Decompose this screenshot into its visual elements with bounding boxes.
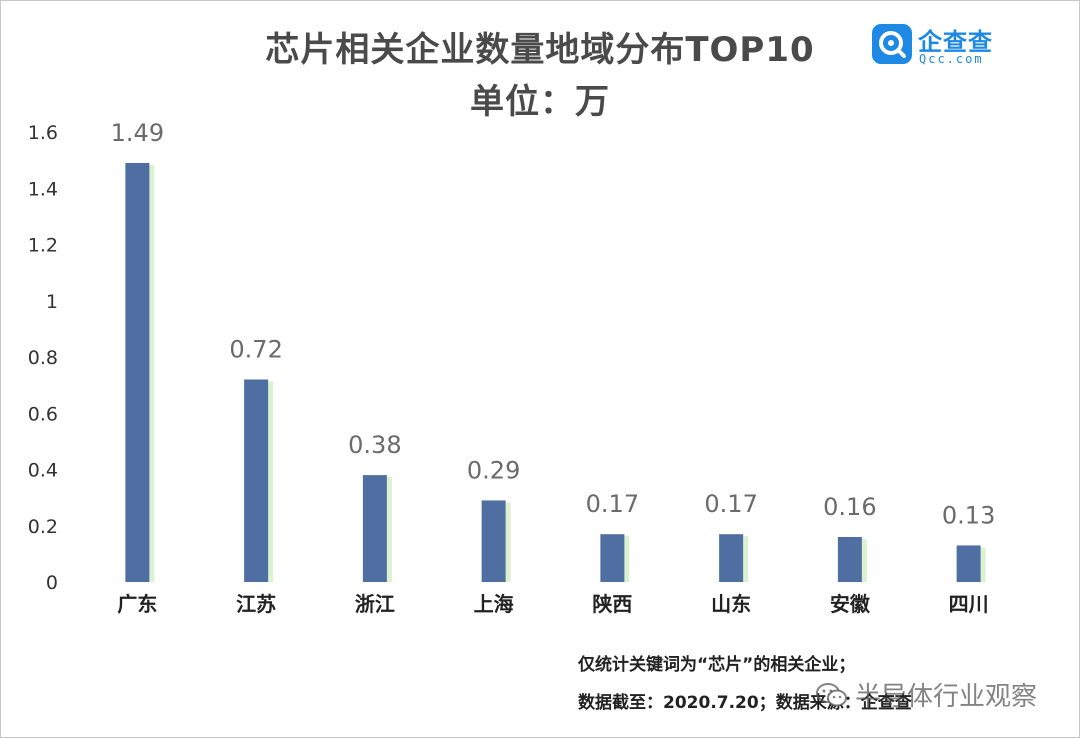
note-line-1: 仅统计关键词为“芯片”的相关企业； <box>578 655 856 675</box>
bar <box>600 534 625 582</box>
qcc-logo: 企查查 Qcc.com <box>872 22 1002 68</box>
y-tick-label: 1.4 <box>28 178 58 200</box>
bar <box>719 534 744 582</box>
data-label: 0.16 <box>823 493 876 521</box>
bar <box>481 500 506 582</box>
y-tick-label: 1.6 <box>28 122 58 144</box>
x-tick-label: 四川 <box>949 592 989 616</box>
watermark: 半导体行业观察 <box>815 676 1055 712</box>
bar <box>362 475 387 582</box>
y-tick-label: 1.2 <box>28 235 58 257</box>
data-label: 0.17 <box>704 490 757 518</box>
y-tick-label: 0.4 <box>28 460 58 482</box>
data-label: 1.49 <box>111 119 164 147</box>
bar <box>125 162 150 582</box>
wechat-icon <box>816 683 847 707</box>
data-label: 0.17 <box>586 490 639 518</box>
bar <box>244 379 269 582</box>
y-tick-label: 0.8 <box>28 347 58 369</box>
data-label: 0.13 <box>942 501 995 529</box>
x-tick-label: 陕西 <box>592 592 632 616</box>
qcc-logo-icon <box>872 24 912 64</box>
data-label: 0.38 <box>348 431 401 459</box>
x-tick-label: 江苏 <box>236 592 276 616</box>
y-tick-label: 0.2 <box>28 516 58 538</box>
y-tick-label: 1 <box>46 291 58 313</box>
x-tick-label: 上海 <box>474 592 514 616</box>
data-label: 0.29 <box>467 456 520 484</box>
data-label: 0.72 <box>229 336 282 364</box>
x-tick-label: 广东 <box>117 592 157 616</box>
x-tick-label: 安徽 <box>830 592 871 616</box>
y-tick-label: 0.6 <box>28 403 58 425</box>
chart-subtitle: 单位：万 <box>470 82 610 122</box>
qcc-logo-url: Qcc.com <box>919 52 984 66</box>
bar <box>956 545 981 582</box>
bar <box>837 537 862 582</box>
chart-title: 芯片相关企业数量地域分布TOP10 <box>265 30 815 70</box>
qcc-logo-name: 企查查 <box>918 28 993 56</box>
watermark-text: 半导体行业观察 <box>855 682 1038 712</box>
y-tick-label: 0 <box>46 572 58 594</box>
x-tick-label: 山东 <box>711 592 751 616</box>
x-tick-label: 浙江 <box>355 592 395 616</box>
